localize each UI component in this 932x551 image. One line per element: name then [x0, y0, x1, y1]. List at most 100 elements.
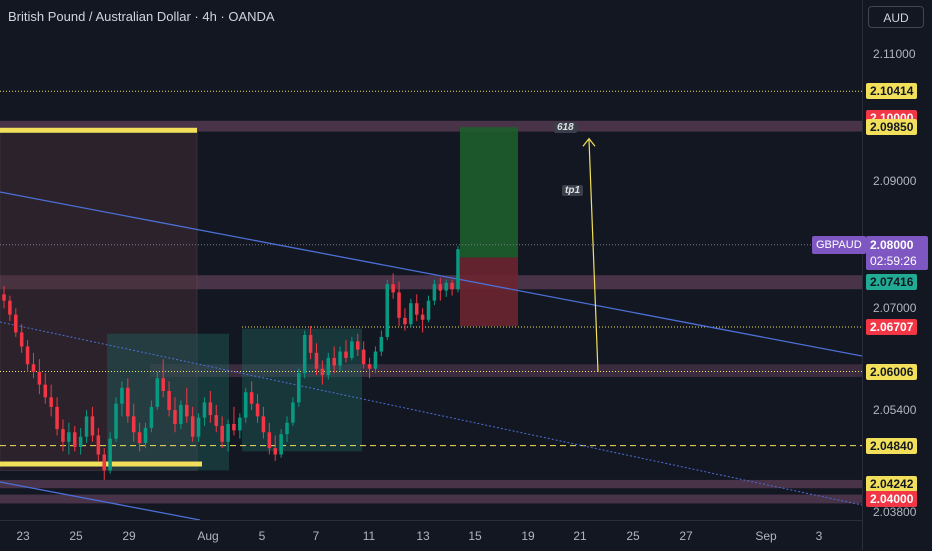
candle-body [238, 417, 242, 431]
candle-body [179, 404, 183, 425]
candle-body [314, 352, 319, 369]
candle-body [55, 406, 59, 430]
time-tick-label: 15 [468, 529, 482, 543]
low-zone-2 [0, 494, 862, 504]
candle-body [279, 434, 283, 455]
take-profit-box [460, 127, 518, 258]
countdown-time: 02:59:26 [870, 254, 917, 268]
tp-label: tp1 [562, 185, 583, 196]
price-chart[interactable] [0, 0, 862, 520]
target-arrow-line [588, 139, 599, 372]
time-tick-label: 11 [362, 529, 376, 543]
candle-body [120, 387, 124, 404]
accumulation-box-2 [242, 328, 362, 452]
price-tick-label: 2.05400 [873, 403, 917, 418]
candle-body [232, 424, 236, 431]
price-tick-label: 2.11000 [873, 47, 916, 62]
candle-body [202, 402, 207, 418]
candle-body [49, 397, 53, 407]
candle-body [8, 300, 12, 315]
time-tick-label: 25 [69, 529, 83, 543]
candle-body [249, 392, 254, 404]
fib-level-label: 618 [554, 122, 577, 133]
price-countdown: 2.08000 02:59:26 [866, 236, 928, 270]
price-tick-label: 2.09000 [873, 174, 917, 189]
candle-body [397, 292, 401, 318]
yellow-box-bottom [0, 461, 202, 467]
currency-button[interactable]: AUD [868, 6, 924, 28]
candle-body [420, 314, 425, 320]
candle-body [126, 387, 130, 417]
time-tick-label: 7 [312, 529, 320, 543]
candle-body [308, 335, 313, 353]
candle-body [385, 284, 390, 337]
price-tick-label: 2.07000 [873, 301, 917, 316]
candle-body [25, 346, 30, 365]
candle-body [456, 249, 460, 290]
candle-body [302, 335, 307, 374]
candle-body [131, 416, 136, 433]
candle-body [190, 416, 195, 437]
candle-body [338, 351, 342, 366]
candle-body [267, 432, 272, 449]
candle-body [102, 454, 107, 471]
candle-body [2, 294, 6, 301]
time-tick-label: 5 [258, 529, 266, 543]
pivot-zone [0, 275, 862, 290]
candle-body [90, 416, 95, 436]
candle-body [255, 403, 260, 417]
candle-body [155, 378, 160, 407]
candle-body [220, 425, 224, 442]
time-tick-label: 13 [416, 529, 430, 543]
time-tick-label: 3 [815, 529, 823, 543]
candle-body [297, 373, 301, 403]
candle-body [409, 303, 413, 325]
candle-body [143, 427, 148, 444]
target-arrowhead [582, 137, 596, 147]
candle-body [379, 336, 384, 352]
time-tick-label: 27 [679, 529, 693, 543]
price-tag: 2.04840 [866, 437, 918, 454]
price-tag: 2.10414 [866, 83, 918, 100]
candle-body [61, 429, 65, 442]
candle-body [332, 357, 336, 366]
price-tag: 2.04242 [866, 475, 918, 492]
candle-body [438, 284, 443, 291]
candle-body [326, 357, 331, 376]
trend-line-mid [0, 321, 862, 506]
countdown-price: 2.08000 [870, 238, 914, 252]
trend-line-lower [0, 481, 201, 520]
candle-body [37, 371, 42, 385]
time-tick-label: Aug [197, 529, 219, 543]
candle-body [450, 282, 454, 290]
price-tick-label: 2.03800 [873, 504, 917, 519]
candle-body [185, 404, 189, 417]
stop-loss-box [460, 257, 518, 327]
trend-line-upper [0, 191, 862, 357]
candle-body [208, 402, 213, 416]
candle-body [31, 364, 36, 372]
time-axis[interactable]: 23 25 29 Aug 5 7 11 13 15 19 21 25 27 Sep 3 [0, 520, 862, 551]
candle-body [403, 317, 407, 325]
candle-body [149, 406, 154, 428]
candle-body [96, 435, 101, 455]
candle-body [444, 282, 448, 291]
price-tag: 2.06006 [866, 363, 918, 380]
candle-body [14, 314, 18, 333]
candle-body [291, 402, 295, 423]
candle-body [261, 416, 266, 433]
yellow-box-top [0, 127, 197, 133]
candle-body [161, 378, 165, 391]
candle-body [361, 349, 366, 365]
low-zone-1 [0, 479, 862, 489]
chart-title: British Pound / Australian Dollar · 4h ·… [8, 9, 275, 24]
chart-area[interactable]: British Pound / Australian Dollar · 4h ·… [0, 0, 862, 520]
price-tag: 2.09850 [866, 119, 918, 136]
candle-body [43, 384, 48, 398]
symbol-tag: GBPAUD [812, 236, 866, 254]
candle-body [367, 364, 372, 369]
candle-body [373, 351, 378, 369]
price-tag: 2.04000 [866, 491, 918, 508]
time-tick-label: 25 [626, 529, 640, 543]
price-tag: 2.07416 [866, 273, 918, 290]
